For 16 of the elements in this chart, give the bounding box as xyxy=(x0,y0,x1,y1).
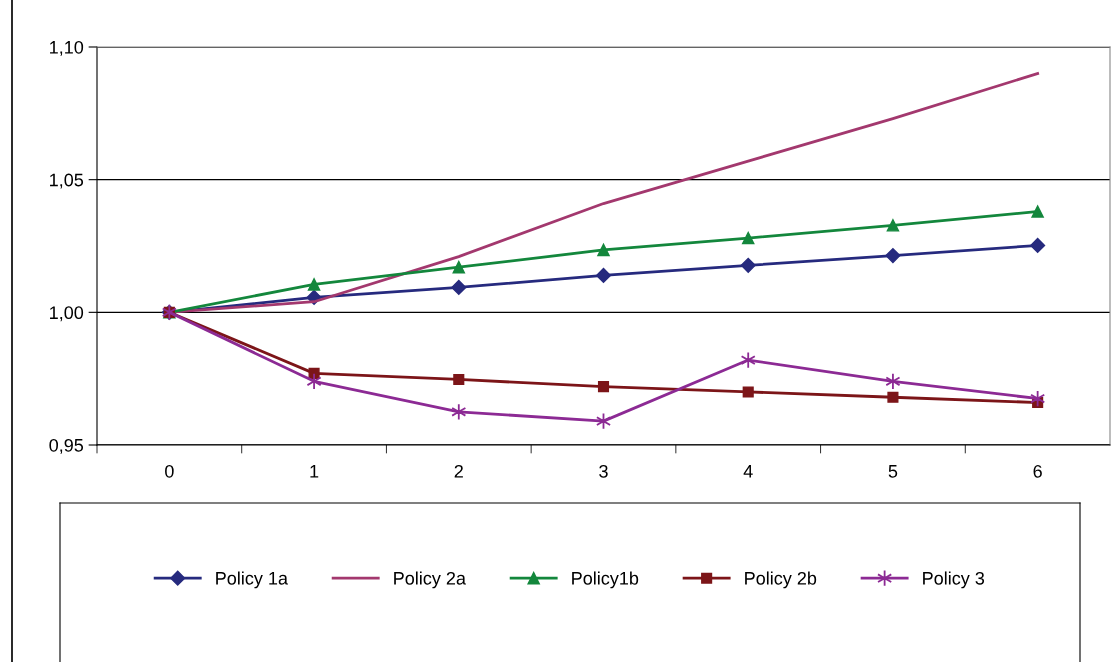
y-tick-label: 0,95 xyxy=(49,438,84,454)
y-tick-label: 1,05 xyxy=(50,173,84,189)
x-tick-label: 3 xyxy=(599,464,608,478)
legend-label: Policy 3 xyxy=(923,571,985,589)
x-tick-label: 0 xyxy=(165,464,174,478)
legend-label: Policy 2b xyxy=(745,571,817,589)
y-tick-label: 1,00 xyxy=(50,306,84,322)
x-tick-label: 6 xyxy=(1033,464,1042,478)
x-tick-label: 2 xyxy=(454,464,463,478)
legend-label: Policy1b xyxy=(572,571,639,589)
y-tick-label: 1,10 xyxy=(50,40,84,56)
x-tick-label: 4 xyxy=(743,465,753,478)
legend-label: Policy 2a xyxy=(394,571,466,589)
x-tick-label: 1 xyxy=(310,465,319,478)
legend-label: Policy 1a xyxy=(216,571,288,589)
x-tick-label: 5 xyxy=(888,465,898,478)
